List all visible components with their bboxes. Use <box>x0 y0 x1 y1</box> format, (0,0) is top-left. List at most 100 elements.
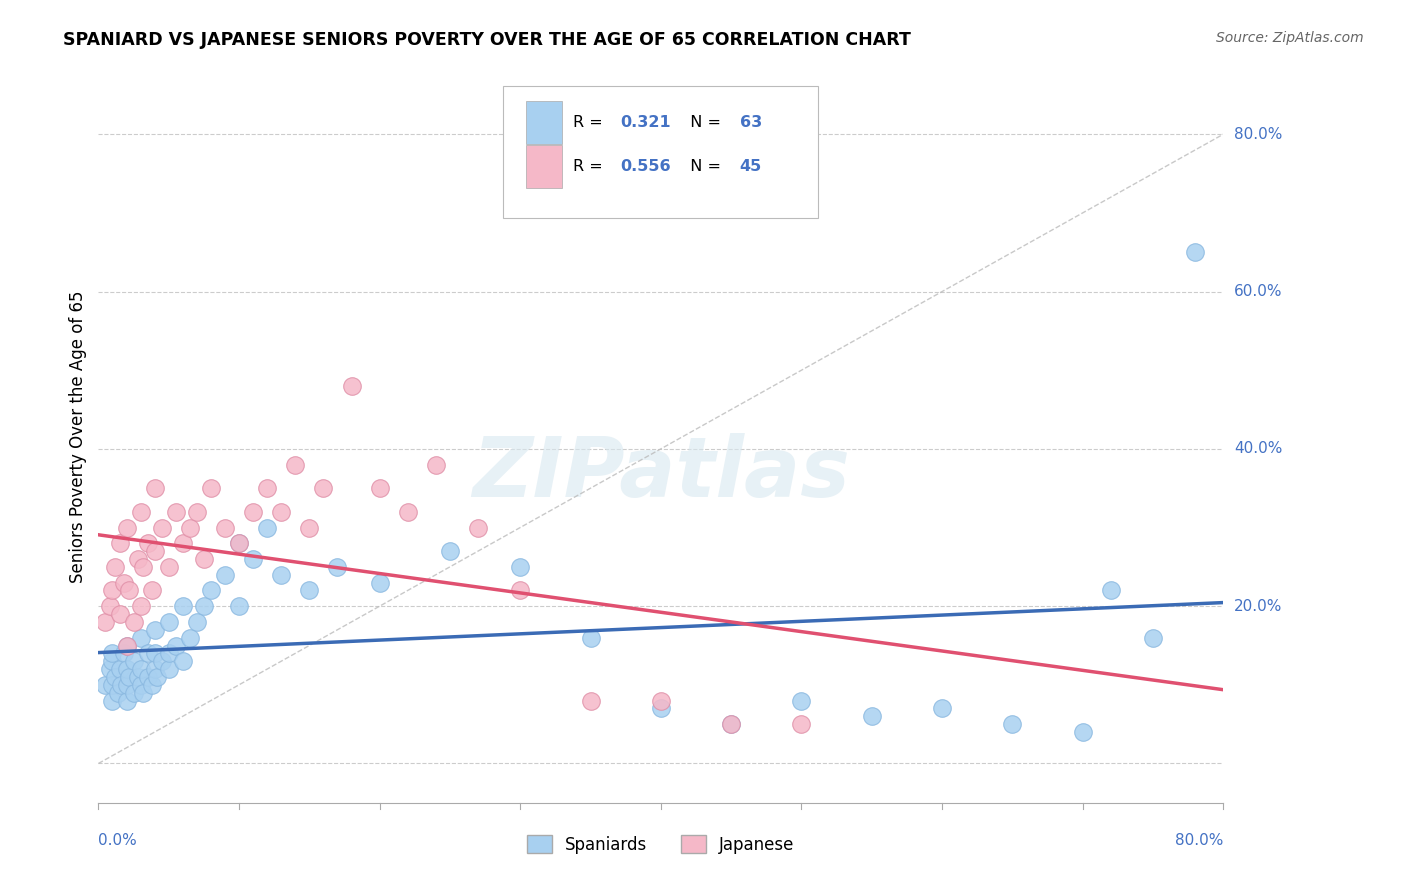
Point <box>143 623 166 637</box>
Text: 80.0%: 80.0% <box>1175 833 1223 848</box>
Point <box>340 379 363 393</box>
Point <box>115 639 138 653</box>
Point <box>1071 725 1094 739</box>
Point <box>720 717 742 731</box>
Point <box>720 717 742 731</box>
Point <box>118 583 141 598</box>
Point <box>165 505 187 519</box>
Text: 60.0%: 60.0% <box>1234 284 1282 299</box>
Y-axis label: Seniors Poverty Over the Age of 65: Seniors Poverty Over the Age of 65 <box>69 291 87 583</box>
Point <box>172 536 194 550</box>
Point <box>439 544 461 558</box>
Point <box>396 505 419 519</box>
Point <box>650 693 672 707</box>
Point <box>157 662 180 676</box>
Point <box>108 662 131 676</box>
Point <box>115 662 138 676</box>
Point <box>129 505 152 519</box>
Point <box>242 505 264 519</box>
Point <box>509 559 531 574</box>
Point <box>150 520 173 534</box>
Point <box>115 639 138 653</box>
Text: N =: N = <box>681 115 725 130</box>
Point <box>115 693 138 707</box>
Point <box>132 559 155 574</box>
Point <box>107 686 129 700</box>
Point <box>298 583 321 598</box>
Point <box>101 654 124 668</box>
Point <box>122 615 145 629</box>
Point <box>136 646 159 660</box>
Point <box>172 654 194 668</box>
Point <box>270 505 292 519</box>
Point <box>579 631 602 645</box>
Point <box>101 583 124 598</box>
Point <box>141 678 163 692</box>
Legend: Spaniards, Japanese: Spaniards, Japanese <box>520 829 801 860</box>
Point <box>1001 717 1024 731</box>
Text: 80.0%: 80.0% <box>1234 127 1282 142</box>
Text: R =: R = <box>574 159 607 174</box>
Text: 45: 45 <box>740 159 762 174</box>
Text: 20.0%: 20.0% <box>1234 599 1282 614</box>
Point <box>136 536 159 550</box>
Point <box>179 631 201 645</box>
Point <box>228 536 250 550</box>
Point <box>312 481 335 495</box>
Text: 0.0%: 0.0% <box>98 833 138 848</box>
Point <box>165 639 187 653</box>
Point <box>467 520 489 534</box>
Point <box>122 686 145 700</box>
Point <box>242 552 264 566</box>
Point <box>143 662 166 676</box>
FancyBboxPatch shape <box>526 101 562 145</box>
Point <box>104 559 127 574</box>
Point <box>326 559 349 574</box>
Point <box>1184 245 1206 260</box>
Point <box>110 678 132 692</box>
Point <box>790 693 813 707</box>
Point <box>108 607 131 621</box>
Point <box>101 646 124 660</box>
Point <box>127 552 149 566</box>
Point <box>129 678 152 692</box>
Point <box>143 481 166 495</box>
Point <box>108 536 131 550</box>
Point <box>129 631 152 645</box>
Point <box>122 654 145 668</box>
Point <box>129 662 152 676</box>
Text: SPANIARD VS JAPANESE SENIORS POVERTY OVER THE AGE OF 65 CORRELATION CHART: SPANIARD VS JAPANESE SENIORS POVERTY OVE… <box>63 31 911 49</box>
Text: 0.556: 0.556 <box>620 159 671 174</box>
Text: N =: N = <box>681 159 725 174</box>
Point <box>790 717 813 731</box>
Point <box>228 536 250 550</box>
FancyBboxPatch shape <box>503 86 818 218</box>
Point <box>127 670 149 684</box>
Text: R =: R = <box>574 115 607 130</box>
Point <box>298 520 321 534</box>
Point <box>143 544 166 558</box>
Point <box>98 599 121 614</box>
Point <box>101 678 124 692</box>
Text: ZIPatlas: ZIPatlas <box>472 434 849 514</box>
Point <box>129 599 152 614</box>
Point <box>157 559 180 574</box>
Text: 63: 63 <box>740 115 762 130</box>
Point <box>193 599 215 614</box>
Point <box>112 575 135 590</box>
Point <box>104 670 127 684</box>
Point <box>186 505 208 519</box>
Text: 40.0%: 40.0% <box>1234 442 1282 457</box>
Point <box>284 458 307 472</box>
Point <box>112 646 135 660</box>
Point <box>509 583 531 598</box>
Text: 0.321: 0.321 <box>620 115 671 130</box>
Point <box>425 458 447 472</box>
Point <box>157 615 180 629</box>
Point <box>115 678 138 692</box>
Point <box>179 520 201 534</box>
Point <box>931 701 953 715</box>
Point <box>256 481 278 495</box>
Point <box>118 670 141 684</box>
Point <box>136 670 159 684</box>
